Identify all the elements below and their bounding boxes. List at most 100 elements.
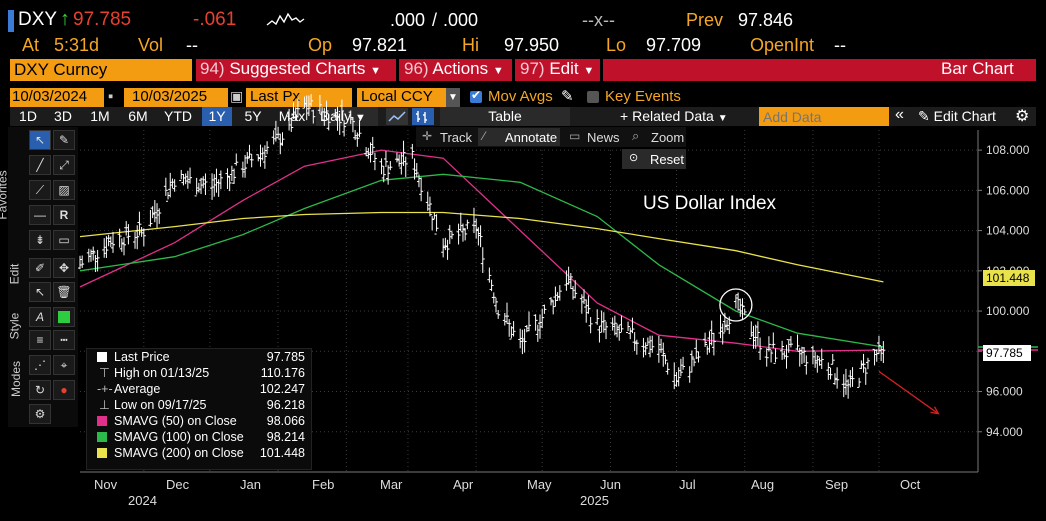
currency-select[interactable]: Local CCY ▼ <box>357 88 460 107</box>
key-events-checkbox[interactable] <box>587 91 599 103</box>
fib-tool-icon[interactable]: ⇟ <box>29 230 51 250</box>
price-bar <box>588 317 593 334</box>
color-swatch-icon[interactable] <box>53 307 75 327</box>
horizontal-line-icon[interactable]: — <box>29 205 51 225</box>
suggested-charts-menu[interactable]: 94) Suggested Charts ▼ <box>200 59 381 81</box>
select-tool-icon[interactable]: ↖ <box>29 282 51 302</box>
price-bar <box>293 107 298 121</box>
text-style-icon[interactable]: A <box>29 307 51 327</box>
period-max[interactable]: Max <box>278 108 306 124</box>
price-bar <box>656 335 661 363</box>
zoom-icon[interactable]: ⌕ <box>632 128 640 143</box>
news-icon[interactable]: ▭ <box>569 129 581 143</box>
price-bar <box>449 231 454 240</box>
price-bar <box>738 298 743 317</box>
add-data-input[interactable] <box>759 107 889 126</box>
price-bar <box>150 206 155 219</box>
pencil-icon[interactable]: ✎ <box>561 88 574 105</box>
rectangle-tool-icon[interactable]: ▭ <box>53 230 75 250</box>
price-bar <box>819 348 824 370</box>
calendar-icon[interactable]: ▣ <box>230 88 244 104</box>
edit-chart-button[interactable]: ✎ Edit Chart <box>918 107 996 126</box>
crosshair-mode-icon[interactable]: ⋰ <box>29 355 51 375</box>
price-bar <box>216 179 221 197</box>
reset-icon: ⊙ <box>629 152 639 164</box>
side-tab-modes[interactable]: Modes <box>8 354 26 404</box>
snap-mode-icon[interactable]: ⌖ <box>53 355 75 375</box>
legend-swatch <box>97 352 107 362</box>
price-bar <box>773 348 778 364</box>
mov-avgs-checkbox[interactable]: ✔ <box>470 88 482 103</box>
price-bar <box>232 168 237 184</box>
price-bar <box>419 177 424 202</box>
annotate-icon[interactable]: ⁄ <box>483 129 486 143</box>
collapse-icon[interactable]: « <box>895 106 904 123</box>
side-tab-favorites[interactable]: Favorites <box>0 150 26 246</box>
reset-button[interactable]: ⊙ Reset <box>622 149 686 169</box>
settings-icon[interactable]: ⚙ <box>29 404 51 424</box>
channel-tool-icon[interactable]: ▨ <box>53 180 75 200</box>
price-bar <box>540 308 545 329</box>
brush-tool-icon[interactable]: ✐ <box>29 258 51 278</box>
line-chart-type-button[interactable] <box>386 108 408 125</box>
zoom-button[interactable]: Zoom <box>651 130 685 145</box>
security-field[interactable]: DXY Curncy <box>10 59 192 81</box>
key-events-label: Key Events <box>605 88 681 105</box>
plus-icon: + <box>620 108 629 124</box>
line-weight-icon[interactable]: ≡ <box>29 330 51 350</box>
line-tool-icon[interactable]: ╱ <box>29 155 51 175</box>
price-bar <box>383 151 388 167</box>
related-data-button[interactable]: + Related Data ▼ <box>620 107 728 126</box>
price-bar <box>830 353 835 365</box>
ray-tool-icon[interactable]: ⤢ <box>53 155 75 175</box>
cycle-mode-icon[interactable]: ↻ <box>29 380 51 400</box>
price-bar <box>122 237 127 256</box>
side-tab-style[interactable]: Style <box>7 303 26 349</box>
annotate-button[interactable]: Annotate <box>505 130 558 145</box>
palette-mode-icon[interactable]: ● <box>53 380 75 400</box>
price-bar <box>474 218 479 239</box>
price-bar <box>828 367 833 380</box>
menu-divider <box>396 59 399 81</box>
period-1d[interactable]: 1D <box>19 108 37 124</box>
price-bar <box>412 158 417 180</box>
edit-menu[interactable]: 97) Edit ▼ <box>520 59 594 81</box>
price-bar <box>549 297 554 306</box>
period-ytd[interactable]: YTD <box>164 108 192 124</box>
table-button[interactable]: Table <box>440 107 570 126</box>
gear-icon[interactable]: ⚙ <box>1015 108 1030 125</box>
trash-icon[interactable]: 🗑 <box>53 282 75 302</box>
end-date-field[interactable]: 10/03/2025 <box>124 88 228 107</box>
price-bar <box>626 321 631 333</box>
price-bar <box>260 147 265 161</box>
price-bar <box>628 327 633 340</box>
menu-divider <box>512 59 515 81</box>
period-1y[interactable]: 1Y <box>202 107 232 126</box>
line-style-icon[interactable]: ┅ <box>53 330 75 350</box>
news-button[interactable]: News <box>587 130 620 145</box>
price-bar <box>832 373 837 385</box>
actions-number: 96) <box>404 59 429 78</box>
start-date-field[interactable]: 10/03/2024 <box>10 88 104 107</box>
bar-chart-type-button[interactable] <box>412 108 434 125</box>
y-tick-label: 100.000 <box>986 304 1030 318</box>
actions-menu[interactable]: 96) Actions ▼ <box>404 59 504 81</box>
segment-tool-icon[interactable]: ⟋ <box>29 180 51 200</box>
price-bar <box>337 116 342 135</box>
field-select[interactable]: Last Px <box>246 88 352 107</box>
price-bar <box>843 368 848 395</box>
highlight-circle <box>719 288 753 322</box>
retracement-tool-icon[interactable]: R <box>53 205 75 225</box>
price-bar <box>582 289 587 305</box>
period-3d[interactable]: 3D <box>54 108 72 124</box>
pointer-tool-icon[interactable]: ↖ <box>29 130 51 150</box>
track-icon[interactable]: ✛ <box>422 129 433 143</box>
period-5y[interactable]: 5Y <box>244 108 262 124</box>
period-1m[interactable]: 1M <box>90 108 110 124</box>
period-6m[interactable]: 6M <box>128 108 148 124</box>
pen-tool-icon[interactable]: ✎ <box>53 130 75 150</box>
track-button[interactable]: Track <box>440 130 473 145</box>
move-tool-icon[interactable]: ✥ <box>53 258 75 278</box>
side-tab-edit[interactable]: Edit <box>7 255 26 295</box>
